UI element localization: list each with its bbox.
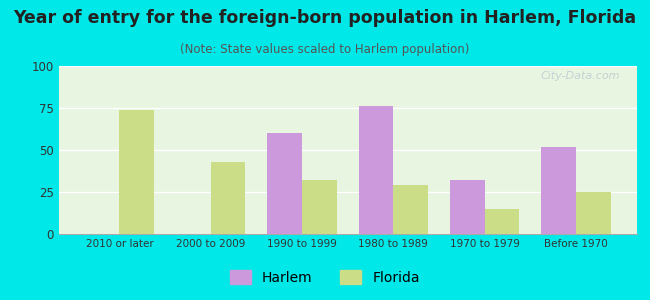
Bar [450,180,485,234]
Bar [120,110,154,234]
Legend: Harlem, Florida: Harlem, Florida [224,264,426,290]
Bar [211,162,246,234]
Bar [302,180,337,234]
Text: (Note: State values scaled to Harlem population): (Note: State values scaled to Harlem pop… [180,44,470,56]
Text: City-Data.com: City-Data.com [540,71,619,81]
Bar [541,147,576,234]
Bar [393,185,428,234]
Bar [267,133,302,234]
Bar [576,192,611,234]
Bar [485,209,519,234]
Text: Year of entry for the foreign-born population in Harlem, Florida: Year of entry for the foreign-born popul… [14,9,636,27]
Bar [359,106,393,234]
